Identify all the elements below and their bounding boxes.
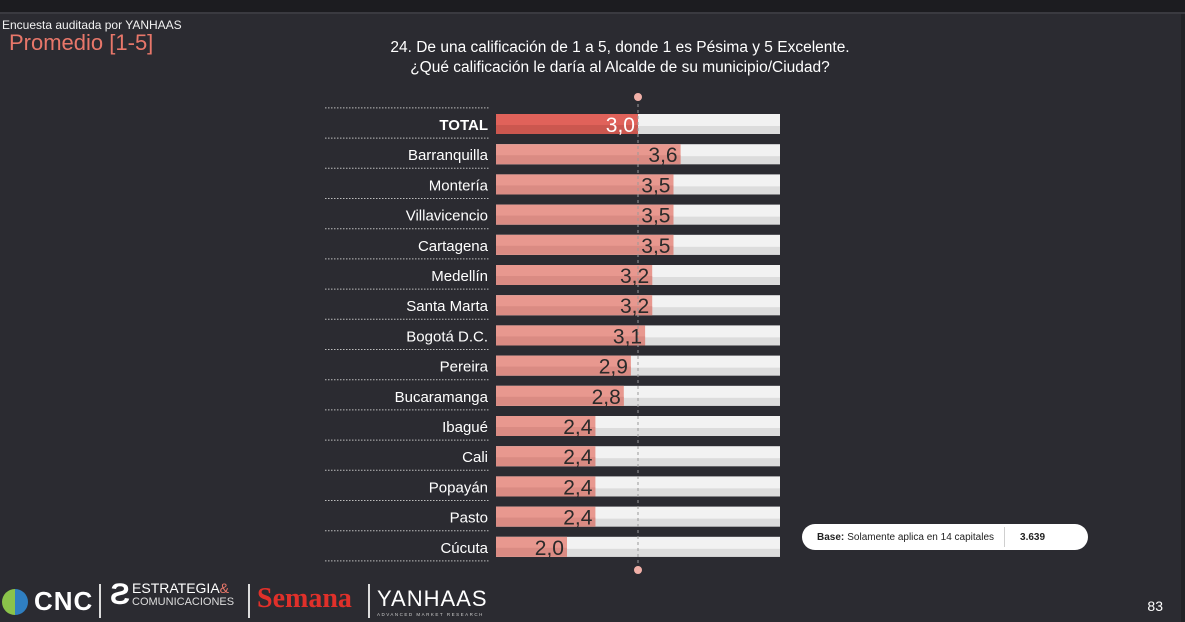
- value-label: 3,6: [648, 144, 677, 167]
- bar-track-shade: [496, 488, 780, 497]
- bar-shade: [496, 306, 653, 316]
- question-line-1: 24. De una calificación de 1 a 5, donde …: [390, 39, 850, 56]
- logo-divider: [248, 584, 250, 618]
- logo-divider: [99, 584, 101, 618]
- value-label: 3,5: [641, 174, 670, 197]
- bar-shade: [496, 215, 674, 225]
- value-label: 3,2: [620, 265, 649, 288]
- bar-shade: [496, 427, 596, 436]
- question-line-2: ¿Qué calificación le daría al Alcalde de…: [410, 59, 830, 76]
- bar-track-shade: [496, 458, 780, 467]
- bar-shade: [496, 517, 596, 527]
- estrategia-mark-icon: Ƨ: [110, 578, 131, 611]
- category-label: Santa Marta: [406, 298, 488, 315]
- value-label: 3,2: [620, 295, 649, 318]
- reference-dot-top: [634, 93, 642, 101]
- value-label: 2,4: [563, 416, 593, 439]
- estrategia-logo: Ƨ ESTRATEGIA& COMUNICACIONES: [110, 578, 234, 612]
- category-label: Montería: [429, 177, 489, 194]
- estrategia-amp: &: [219, 580, 230, 596]
- base-label: Base:: [817, 531, 845, 543]
- bar-shade: [496, 245, 674, 255]
- question-text: 24. De una calificación de 1 a 5, donde …: [300, 38, 940, 78]
- value-label: 3,1: [613, 325, 642, 348]
- cnc-logo-text: CNC: [34, 586, 94, 616]
- cnc-logo: CNC: [2, 586, 93, 617]
- category-label: Bucaramanga: [395, 389, 489, 406]
- value-label: 3,5: [641, 235, 670, 258]
- category-label: Ibagué: [442, 419, 488, 436]
- comunicaciones-text: COMUNICACIONES: [132, 596, 235, 608]
- estrategia-text: ESTRATEGIA: [132, 580, 220, 596]
- bar-shade: [496, 457, 596, 467]
- audit-note: Encuesta auditada por YANHAAS: [2, 18, 182, 32]
- bar-shade: [496, 336, 646, 346]
- metric-label: Promedio [1-5]: [9, 30, 154, 55]
- category-label: Cali: [462, 449, 488, 466]
- value-label: 3,0: [606, 114, 635, 137]
- bar-shade: [496, 276, 653, 285]
- yanhaas-subtitle: ADVANCED MARKET RESEARCH: [377, 612, 484, 617]
- base-number: 3.639: [1020, 531, 1046, 543]
- logo-divider: [368, 584, 370, 618]
- value-label: 2,4: [563, 476, 593, 499]
- reference-dot-bottom: [634, 566, 642, 574]
- bar-shade: [496, 366, 631, 376]
- bar-shade: [496, 125, 638, 134]
- value-label: 3,5: [641, 205, 670, 228]
- base-note: Base: Solamente aplica en 14 capitales 3…: [802, 524, 1088, 550]
- base-text: Solamente aplica en 14 capitales: [847, 531, 995, 543]
- bar-shade: [496, 487, 596, 497]
- bar-shade: [496, 547, 567, 557]
- bar-track-shade: [496, 397, 780, 406]
- category-label: Medellín: [431, 268, 488, 285]
- page-number: 83: [1147, 598, 1163, 614]
- category-label: Pasto: [450, 510, 488, 527]
- top-bar: [0, 0, 1185, 12]
- right-edge: [1181, 14, 1185, 622]
- category-label: Cartagena: [418, 238, 489, 255]
- category-label: Popayán: [429, 479, 488, 496]
- category-label: Villavicencio: [406, 208, 488, 225]
- bar-track-shade: [496, 428, 780, 436]
- value-label: 2,8: [592, 386, 621, 409]
- value-label: 2,4: [563, 446, 593, 469]
- semana-logo: Semana: [257, 583, 352, 614]
- bar-shade: [496, 185, 674, 195]
- footer: CNC Ƨ ESTRATEGIA& COMUNICACIONES Semana …: [0, 578, 1185, 622]
- bar-shade: [496, 155, 681, 165]
- base-separator: [1004, 527, 1006, 547]
- bar-track-shade: [496, 367, 780, 376]
- yanhaas-logo: YANHAAS: [377, 586, 488, 611]
- bar-shade: [496, 396, 624, 406]
- value-label: 2,9: [599, 356, 628, 379]
- category-label: Cúcuta: [440, 540, 488, 557]
- bar-track-shade: [496, 548, 780, 557]
- category-label: TOTAL: [439, 117, 488, 134]
- category-label: Pereira: [440, 359, 489, 376]
- bar-track-shade: [496, 518, 780, 527]
- category-label: Bogotá D.C.: [406, 328, 488, 345]
- category-label: Barranquilla: [408, 147, 489, 164]
- value-label: 2,4: [563, 507, 593, 530]
- value-label: 2,0: [535, 537, 564, 560]
- top-bar-divider: [0, 12, 1185, 14]
- cnc-globe-icon: [2, 588, 28, 615]
